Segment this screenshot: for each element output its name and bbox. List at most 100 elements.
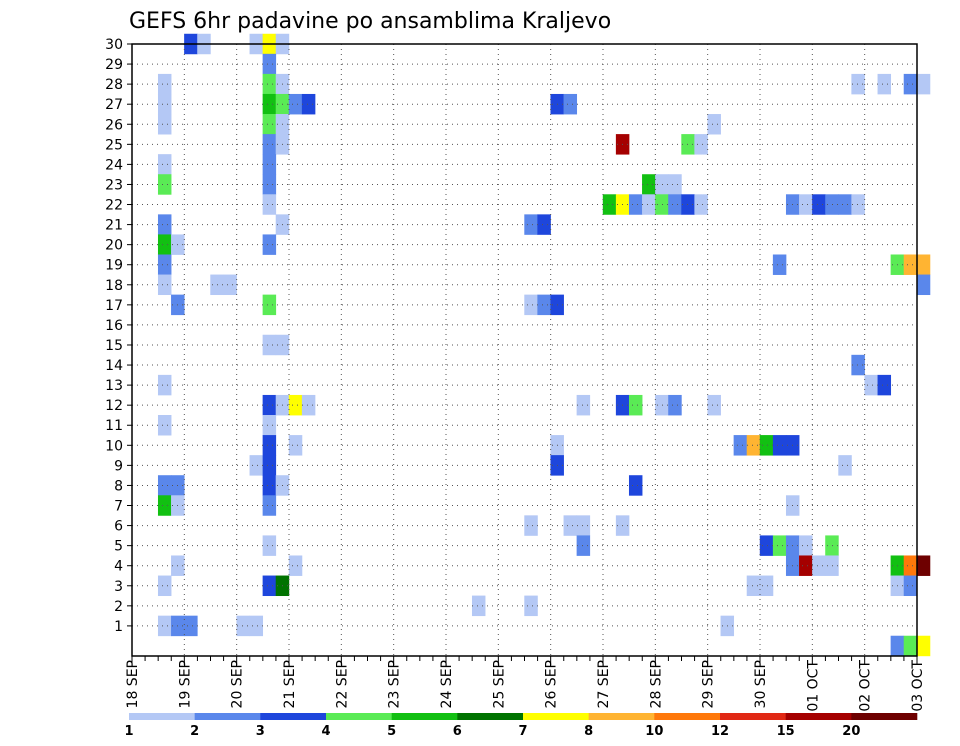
heatmap-cell xyxy=(681,134,695,155)
chart-title: GEFS 6hr padavine po ansamblima Kraljevo xyxy=(129,9,611,34)
heatmap-cell xyxy=(157,495,172,516)
legend-swatch xyxy=(326,713,392,720)
heatmap-cell xyxy=(759,435,774,456)
heatmap-cell xyxy=(655,394,669,416)
x-tick-label: 20 SEP xyxy=(230,660,246,708)
heatmap-cell xyxy=(655,194,669,215)
heatmap-cell xyxy=(563,515,578,536)
heatmap-cell xyxy=(301,394,316,416)
legend-label: 20 xyxy=(842,724,860,739)
heatmap-cell xyxy=(157,174,172,195)
heatmap-cell xyxy=(262,334,277,356)
heatmap-cell xyxy=(301,93,316,115)
legend-label: 5 xyxy=(387,724,396,739)
y-tick-label: 15 xyxy=(105,338,123,354)
heatmap-cell xyxy=(642,194,656,215)
heatmap-cell xyxy=(707,394,721,416)
heatmap-cell xyxy=(576,535,591,556)
heatmap-cell xyxy=(746,575,761,597)
heatmap-cell xyxy=(249,615,264,637)
legend-swatch xyxy=(654,713,721,720)
heatmap-cell xyxy=(851,354,865,376)
x-tick-label: 21 SEP xyxy=(282,660,298,708)
heatmap-cell xyxy=(262,194,277,215)
heatmap-cell xyxy=(262,93,277,115)
heatmap-cell xyxy=(655,174,669,195)
heatmap-cell xyxy=(288,93,303,115)
legend-label: 12 xyxy=(711,724,729,739)
heatmap-cell xyxy=(903,254,918,275)
y-tick-label: 30 xyxy=(105,37,123,53)
y-tick-label: 20 xyxy=(105,238,123,254)
x-tick-label: 26 SEP xyxy=(544,660,560,708)
heatmap-cell xyxy=(694,194,708,215)
x-tick-label: 27 SEP xyxy=(596,660,612,708)
heatmap-cell xyxy=(759,575,774,597)
heatmap-cell xyxy=(890,635,905,657)
heatmap-cell xyxy=(157,575,172,597)
y-tick-label: 6 xyxy=(114,519,123,535)
heatmap-cell xyxy=(799,535,813,556)
x-axis: 18 SEP 19 SEP 20 SEP 21 SEP 22 SEP 23 SEP 24 S… xyxy=(125,656,926,712)
y-tick-label: 14 xyxy=(105,358,123,374)
y-tick-label: 25 xyxy=(105,137,123,153)
heatmap-cell xyxy=(812,194,826,215)
y-tick-label: 22 xyxy=(105,198,123,214)
y-tick-label: 8 xyxy=(114,478,123,494)
heatmap-cell xyxy=(799,555,813,576)
heatmap-cell xyxy=(877,73,892,95)
heatmap-cell xyxy=(628,194,643,215)
heatmap-cell xyxy=(851,73,865,95)
heatmap-cell xyxy=(262,455,277,476)
heatmap-cell xyxy=(838,455,852,476)
y-tick-label: 24 xyxy=(105,157,123,173)
y-tick-label: 2 xyxy=(114,599,123,615)
x-tick-label: 02 OCT xyxy=(858,660,874,712)
x-tick-label: 25 SEP xyxy=(491,660,507,708)
heatmap-cell xyxy=(262,73,277,95)
heatmap-cell xyxy=(903,73,918,95)
heatmap-cell xyxy=(262,575,277,597)
y-tick-label: 29 xyxy=(105,57,123,73)
heatmap-cell xyxy=(288,394,303,416)
legend-swatch xyxy=(785,713,852,720)
heatmap-cell xyxy=(668,194,682,215)
y-tick-label: 19 xyxy=(105,258,123,274)
heatmap-cell xyxy=(681,194,695,215)
heatmap-cell xyxy=(916,635,931,657)
heatmap-cell xyxy=(157,374,172,396)
heatmap-cell xyxy=(576,515,591,536)
y-tick-label: 12 xyxy=(105,398,123,414)
heatmap-cell xyxy=(262,114,277,135)
heatmap-cell xyxy=(262,495,277,516)
legend-swatch xyxy=(588,713,655,720)
heatmap-cell xyxy=(537,214,551,235)
x-tick-label: 29 SEP xyxy=(701,660,717,708)
heatmap-cell xyxy=(707,114,721,135)
heatmap-cell xyxy=(825,194,839,215)
y-tick-label: 17 xyxy=(105,298,123,314)
heatmap-cell xyxy=(157,274,172,296)
heatmap-cell xyxy=(628,394,643,416)
x-tick-label: 18 SEP xyxy=(125,660,141,708)
heatmap-cell xyxy=(262,475,277,496)
heatmap-cell xyxy=(157,615,172,637)
heatmap-cell xyxy=(262,53,277,75)
heatmap-cell xyxy=(851,194,865,215)
legend-label: 8 xyxy=(584,724,593,739)
heatmap-cell xyxy=(262,234,277,255)
y-tick-label: 10 xyxy=(105,438,123,454)
legend-label: 1 xyxy=(124,724,133,739)
heatmap-cell xyxy=(772,535,787,556)
heatmap-cell xyxy=(759,535,774,556)
x-tick-label: 24 SEP xyxy=(439,660,455,708)
legend-label: 4 xyxy=(321,724,330,739)
legend-swatch xyxy=(720,713,786,720)
x-tick-label: 01 OCT xyxy=(805,660,821,712)
heatmap-cell xyxy=(471,595,486,617)
x-tick-label: 22 SEP xyxy=(334,660,350,708)
y-tick-label: 9 xyxy=(114,458,123,474)
heatmap-cell xyxy=(694,134,708,155)
legend-label: 10 xyxy=(645,724,663,739)
heatmap-cell xyxy=(903,555,918,576)
